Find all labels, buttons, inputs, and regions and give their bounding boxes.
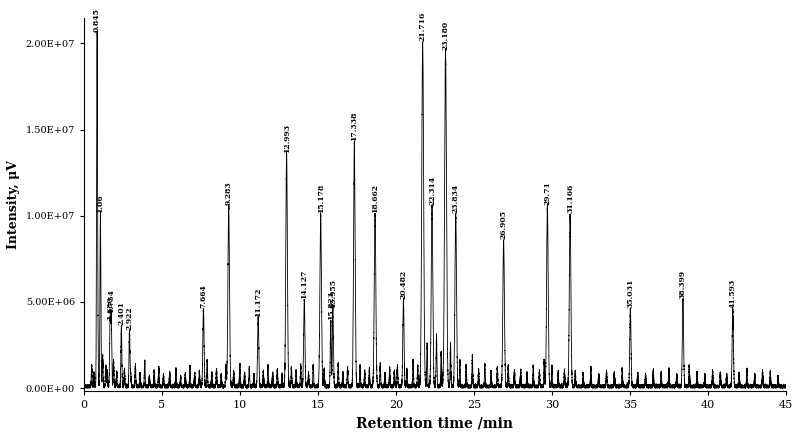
Text: 38.399: 38.399 <box>679 270 687 299</box>
Text: 17.338: 17.338 <box>350 111 358 141</box>
Y-axis label: Intensity, μV: Intensity, μV <box>7 160 20 249</box>
Text: 26.905: 26.905 <box>500 210 508 239</box>
Text: 15.823: 15.823 <box>326 291 334 320</box>
X-axis label: Retention time /min: Retention time /min <box>357 416 514 430</box>
Text: 23.180: 23.180 <box>442 20 450 49</box>
Text: 9.283: 9.283 <box>225 181 233 205</box>
Text: 1.680: 1.680 <box>106 296 114 320</box>
Text: 31.166: 31.166 <box>566 184 574 213</box>
Text: 20.482: 20.482 <box>399 270 407 299</box>
Text: 11.172: 11.172 <box>254 287 262 316</box>
Text: 1.754: 1.754 <box>107 289 115 313</box>
Text: 23.834: 23.834 <box>452 184 460 213</box>
Text: 0.845: 0.845 <box>93 8 101 32</box>
Text: 18.662: 18.662 <box>371 184 379 213</box>
Text: 41.593: 41.593 <box>729 279 737 308</box>
Text: 2.922: 2.922 <box>126 307 134 330</box>
Text: 7.664: 7.664 <box>199 284 207 308</box>
Text: 35.031: 35.031 <box>626 278 634 308</box>
Text: 2.401: 2.401 <box>118 301 126 325</box>
Text: 21.716: 21.716 <box>418 12 426 41</box>
Text: 15.955: 15.955 <box>329 279 337 308</box>
Text: 29.71: 29.71 <box>543 180 551 205</box>
Text: 15.178: 15.178 <box>317 184 325 213</box>
Text: 14.127: 14.127 <box>300 270 308 299</box>
Text: 22.314: 22.314 <box>428 175 436 205</box>
Text: 12.993: 12.993 <box>282 124 290 153</box>
Text: 1.06: 1.06 <box>97 194 105 213</box>
